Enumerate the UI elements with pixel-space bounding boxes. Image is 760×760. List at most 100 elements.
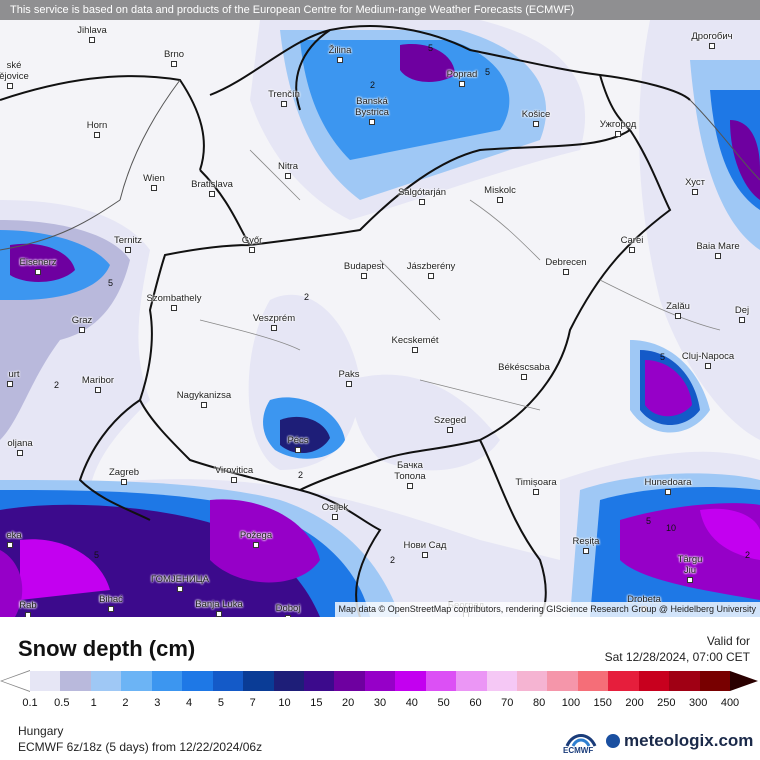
- city-label: Rab: [19, 600, 37, 611]
- city-marker: [95, 387, 101, 393]
- city-marker: [497, 197, 503, 203]
- weather-map[interactable]: This service is based on data and produc…: [0, 0, 760, 617]
- city-marker: [79, 327, 85, 333]
- contour-value-label: 5: [485, 67, 491, 77]
- color-scale-bar: [30, 671, 731, 691]
- meteologix-brand[interactable]: meteologix.com: [624, 731, 754, 750]
- city-label: Dej: [734, 305, 750, 316]
- contour-value-label: 10: [666, 523, 677, 533]
- city-label: Бачка Топола: [394, 460, 426, 482]
- city-label: Eisenerz: [19, 257, 57, 268]
- color-scale-segment: [608, 671, 639, 691]
- color-scale-tick: 0.5: [54, 697, 70, 709]
- city-label: Nagykanizsa: [176, 390, 232, 401]
- color-scale-segment: [243, 671, 274, 691]
- city-marker: [249, 247, 255, 253]
- color-scale-segment: [456, 671, 487, 691]
- city-marker: [171, 305, 177, 311]
- meteologix-logo-icon: [606, 734, 620, 748]
- city-marker: [201, 402, 207, 408]
- city-marker: [447, 427, 453, 433]
- color-scale-segment: [151, 671, 183, 691]
- city-label: Szombathely: [146, 293, 202, 304]
- city-marker: [121, 479, 127, 485]
- city-marker: [89, 37, 95, 43]
- color-scale-segment: [517, 671, 548, 691]
- city-label: Budapest: [343, 261, 385, 272]
- city-label: Нови Сад: [403, 540, 447, 551]
- region-name: Hungary: [18, 724, 64, 738]
- city-label: Győr: [241, 235, 263, 246]
- city-marker: [665, 489, 671, 495]
- city-label: Reșița: [572, 536, 600, 547]
- color-scale-tick: 30: [373, 697, 387, 709]
- color-scale-tick: 2: [122, 697, 129, 709]
- city-marker: [281, 101, 287, 107]
- color-scale-tick: 70: [501, 697, 514, 709]
- contour-value-label: 5: [108, 278, 114, 288]
- city-label: Zagreb: [108, 467, 140, 478]
- city-label: Brno: [163, 49, 185, 60]
- color-scale-tick: 40: [405, 697, 418, 709]
- city-label: Wien: [143, 173, 165, 184]
- city-marker: [629, 247, 635, 253]
- city-marker: [412, 347, 418, 353]
- city-marker: [715, 253, 721, 259]
- city-marker: [521, 374, 527, 380]
- city-marker: [94, 132, 100, 138]
- city-marker: [271, 325, 277, 331]
- contour-value-label: 5: [646, 516, 652, 526]
- city-marker: [151, 185, 157, 191]
- color-scale-segment: [486, 671, 517, 691]
- city-label: Horn: [86, 120, 108, 131]
- city-label: Bratislava: [191, 179, 233, 190]
- contour-value-label: 5: [660, 352, 666, 362]
- color-scale-tick: 0.1: [22, 697, 38, 709]
- city-label: oljana: [7, 438, 33, 449]
- map-attribution[interactable]: Map data © OpenStreetMap contributors, r…: [334, 602, 760, 617]
- city-marker: [419, 199, 425, 205]
- valid-for-label: Valid for: [706, 634, 750, 648]
- color-scale-segment: [182, 671, 213, 691]
- ecmwf-logo-text: ECMWF: [563, 746, 594, 755]
- color-scale-segment: [577, 671, 609, 691]
- color-scale-tick: 400: [720, 697, 740, 709]
- city-label: Ternitz: [114, 235, 142, 246]
- valid-time: Sat 12/28/2024, 07:00 CET: [604, 650, 750, 664]
- city-marker: [361, 273, 367, 279]
- city-marker: [687, 577, 693, 583]
- color-scale-segment: [638, 671, 670, 691]
- city-label: Veszprém: [252, 313, 296, 324]
- city-marker: [422, 552, 428, 558]
- city-marker: [583, 548, 589, 554]
- legend-lower-arrow: [2, 671, 30, 691]
- ecmwf-logo-icon: [565, 734, 597, 747]
- city-marker: [216, 611, 222, 617]
- city-marker: [285, 173, 291, 179]
- city-marker: [675, 313, 681, 319]
- color-scale-segment: [121, 671, 152, 691]
- city-marker: [709, 43, 715, 49]
- color-scale-segment: [547, 671, 578, 691]
- color-scale-tick: 4: [186, 697, 193, 709]
- city-marker: [563, 269, 569, 275]
- city-label: Pécs: [287, 435, 309, 446]
- color-scale-segment: [395, 671, 426, 691]
- color-scale-tick: 200: [625, 697, 644, 709]
- city-marker: [337, 57, 343, 63]
- color-scale-segment: [699, 671, 731, 691]
- city-label: Jihlava: [77, 25, 107, 36]
- color-scale-segment: [669, 671, 700, 691]
- city-label: Graz: [71, 315, 93, 326]
- city-label: Poprad: [446, 69, 478, 80]
- city-label: Salgótarján: [397, 187, 447, 198]
- data-source-banner: This service is based on data and produc…: [0, 0, 760, 20]
- color-scale-tick: 80: [532, 697, 546, 709]
- city-label: Carei: [620, 235, 644, 246]
- city-marker: [615, 131, 621, 137]
- city-marker: [533, 121, 539, 127]
- color-scale-tick: 1: [90, 697, 97, 709]
- color-scale-tick: 150: [593, 697, 612, 709]
- city-marker: [177, 586, 183, 592]
- city-label: Baia Mare: [696, 241, 740, 252]
